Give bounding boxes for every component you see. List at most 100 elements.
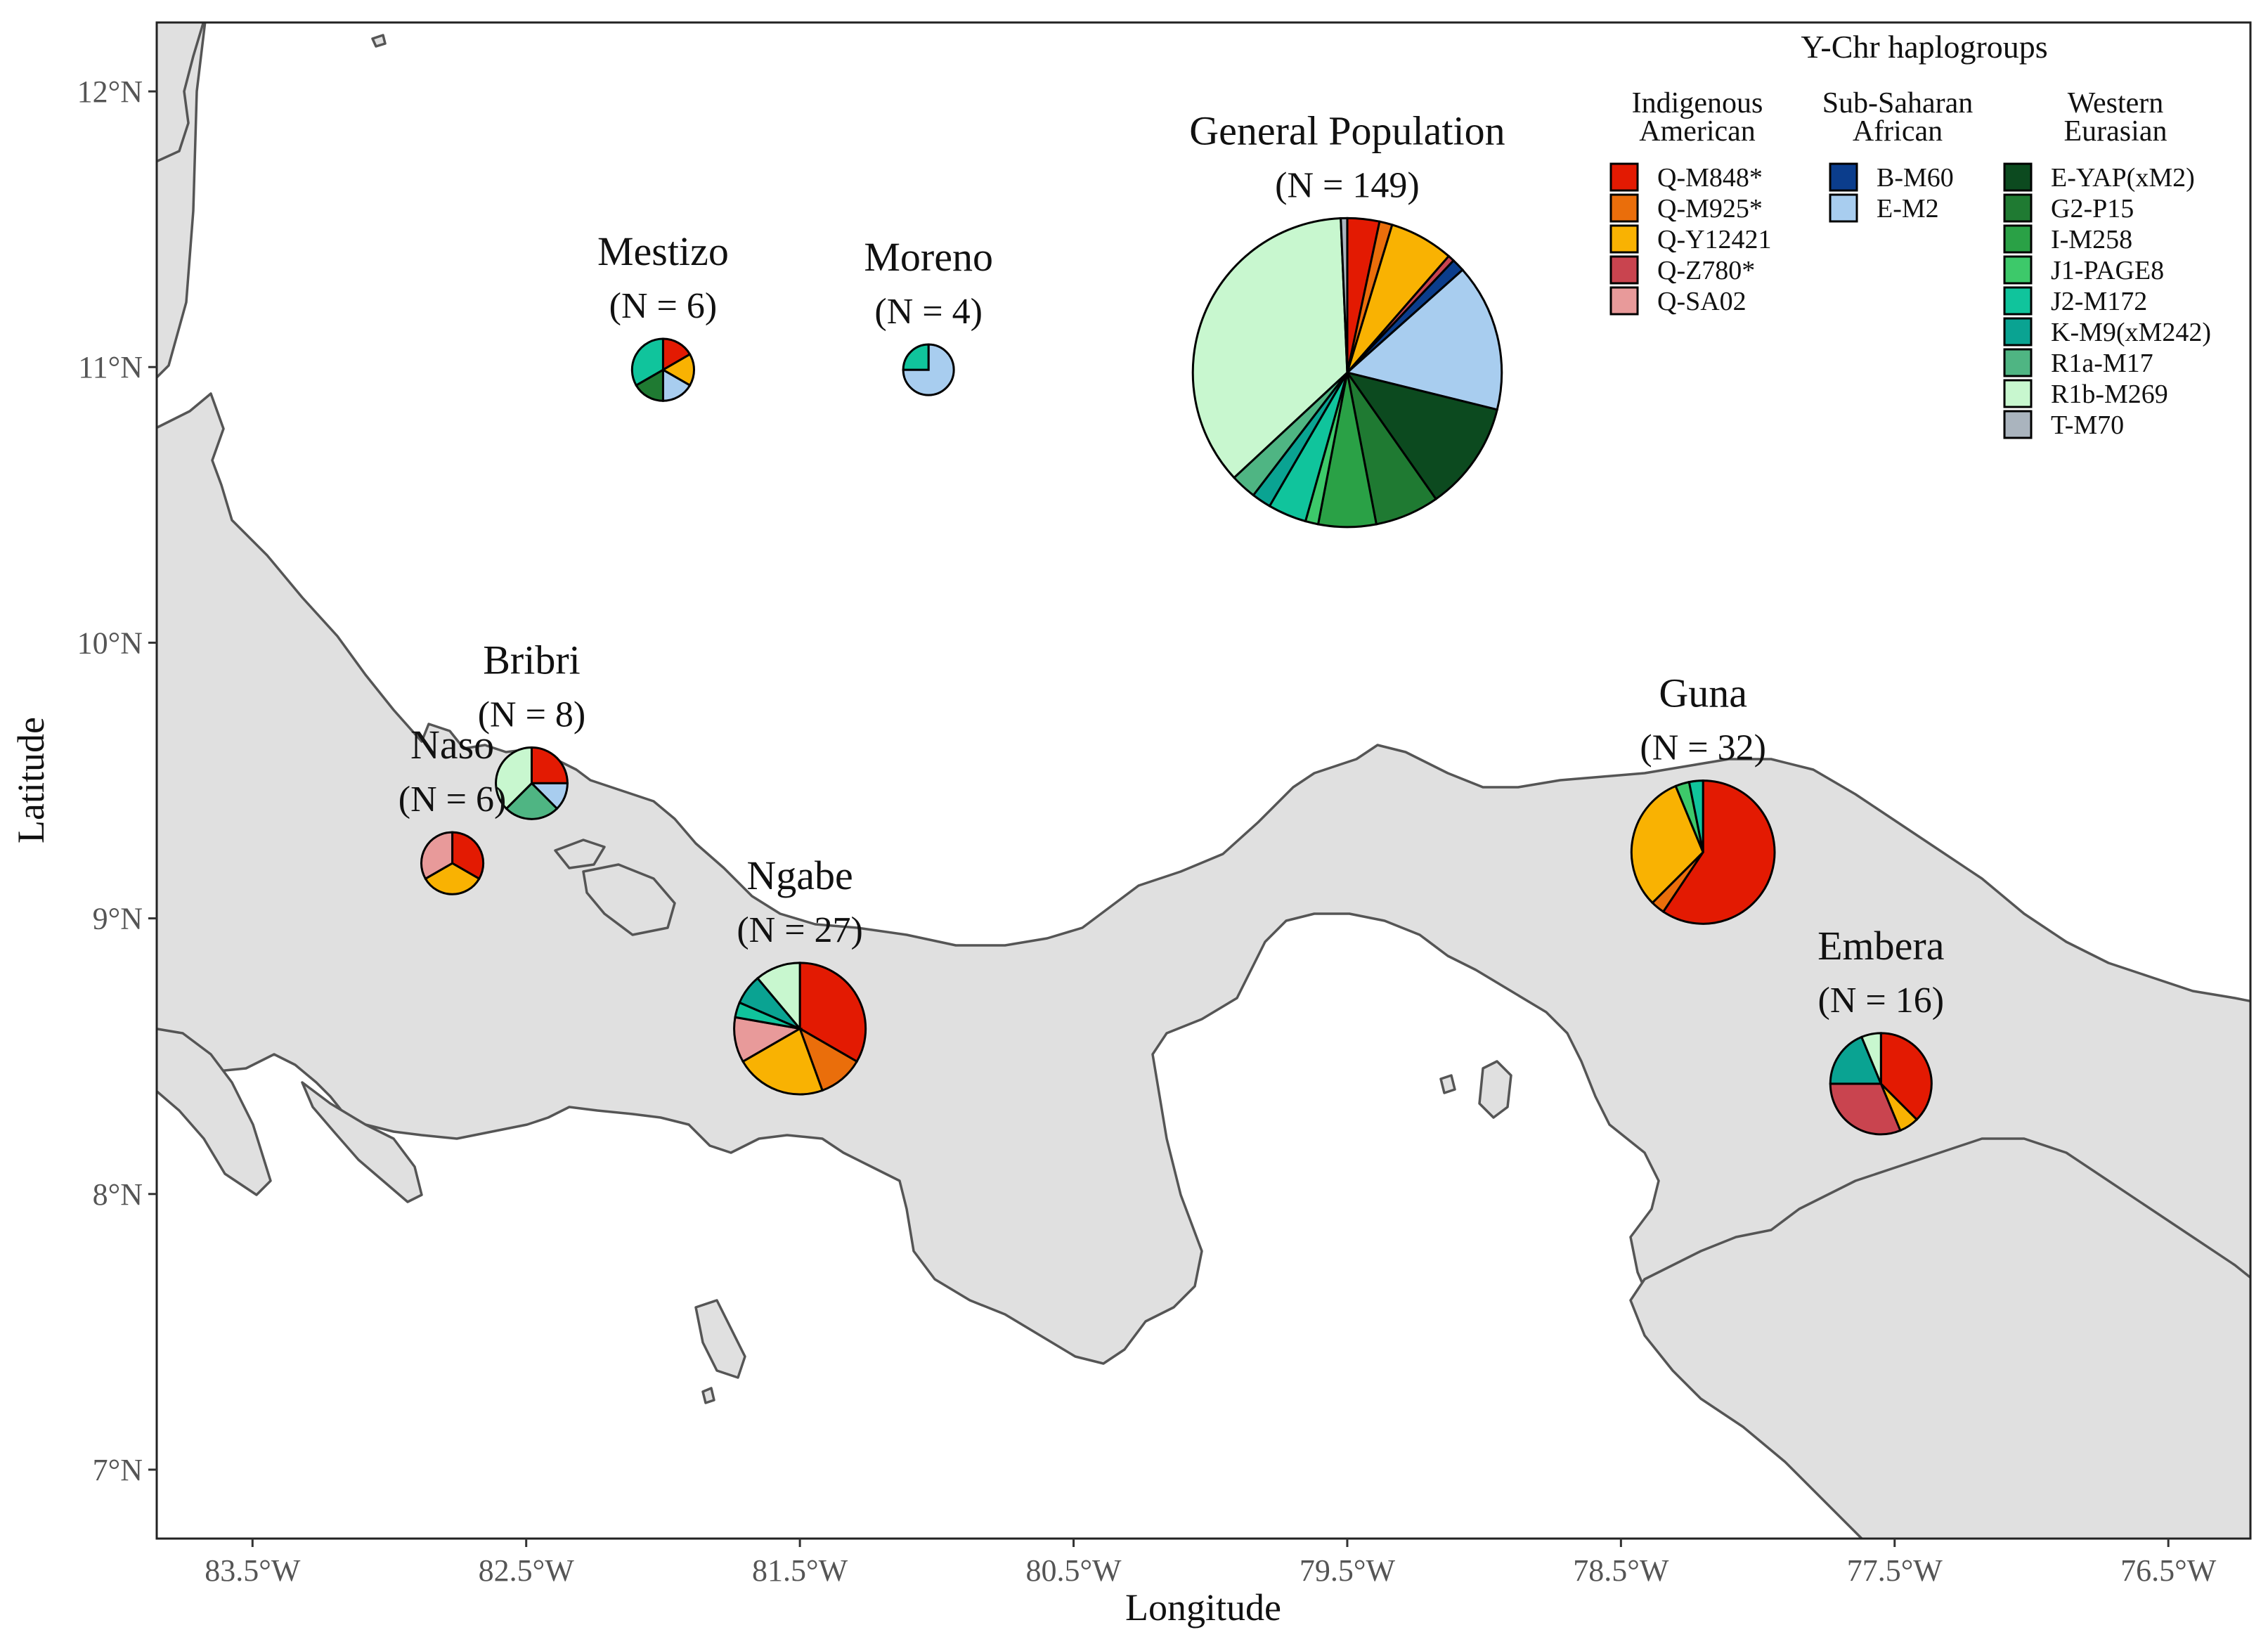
pie-slice-r1b-m269 [1191, 216, 1349, 479]
pie-slice-e-m2 [902, 343, 955, 396]
y-tick-label: 8°N [93, 1177, 143, 1212]
legend-group-title: Sub-Saharan African [1822, 87, 1974, 148]
land-nicaragua-coast [157, 22, 205, 163]
pie-slice-q-z780 [1829, 1082, 1902, 1136]
population-name: Bribri [483, 637, 581, 683]
x-tick-label: 78.5°W [1573, 1553, 1669, 1588]
population-name: General Population [1189, 108, 1505, 153]
x-tick-label: 81.5°W [752, 1553, 848, 1588]
legend-group-title: Western Eurasian [2064, 87, 2167, 148]
x-tick-label: 77.5°W [1847, 1553, 1943, 1588]
pie-slice-q-m848 [530, 746, 569, 784]
legend-label-q-z780: Q-Z780* [1657, 256, 1755, 285]
population-sample-size: (N = 16) [1818, 980, 1945, 1021]
pie-slice-q-y12421 [1630, 784, 1704, 905]
legend-label-e-yap: E-YAP(xM2) [2051, 163, 2195, 193]
legend-swatch-q-z780 [1609, 255, 1639, 285]
pie-slice-e-yap [1344, 370, 1499, 501]
pie-guna: Guna (N = 32) [1630, 671, 1776, 925]
legend-label-e-m2: E-M2 [1877, 194, 1939, 224]
population-name: Naso [410, 722, 494, 768]
land-layer [157, 22, 2250, 1539]
pie-slice-r1b-m269 [495, 746, 533, 810]
legend-swatch-q-y12421 [1609, 224, 1639, 254]
pie-slice-q-y12421 [741, 1027, 824, 1096]
pie-slice-q-m848 [1661, 779, 1776, 925]
legend-label-b-m60: B-M60 [1877, 163, 1954, 193]
island-coiba [694, 1299, 746, 1379]
pie-slice-q-sa02 [420, 831, 454, 881]
pie-slice-e-m2 [1344, 268, 1503, 411]
legend-swatch-e-yap [2003, 162, 2033, 192]
y-axis-title: Latitude [10, 717, 52, 843]
pie-slice-q-y12421 [424, 862, 481, 895]
population-sample-size: (N = 8) [478, 695, 586, 735]
pie-bribri: Bribri (N = 8) [478, 637, 586, 820]
population-name: Mestizo [597, 228, 729, 274]
population-name: Guna [1659, 671, 1747, 716]
pie-charts: General Population (N = 149) Mestizo (N = 6… [398, 108, 1945, 1136]
map-panel-border [155, 21, 2252, 1540]
legend-swatch-q-sa02 [1609, 286, 1639, 316]
legend-swatch-q-m848 [1609, 162, 1639, 192]
pie-mestizo: Mestizo (N = 6) [597, 228, 729, 402]
legend-label-q-sa02: Q-SA02 [1657, 287, 1747, 316]
y-tick-label: 11°N [78, 350, 143, 384]
population-sample-size: (N = 27) [737, 910, 863, 950]
legend-label-j2-m172: J2-M172 [2051, 287, 2147, 316]
pie-slice-j2-m172 [902, 343, 930, 371]
legend-swatch-j1-page8 [2003, 255, 2033, 285]
population-sample-size: (N = 149) [1275, 165, 1420, 205]
legend-swatch-t-m70 [2003, 410, 2033, 439]
legend-label-i-m258: I-M258 [2051, 225, 2132, 254]
island-pacific-small [1439, 1074, 1456, 1094]
x-tick-label: 79.5°W [1300, 1553, 1396, 1588]
pie-slice-r1b-m269 [756, 962, 801, 1032]
pie-slice-j2-m172 [1687, 779, 1704, 853]
pie-naso: Naso (N = 6) [398, 722, 507, 895]
legend-label-r1a-m17: R1a-M17 [2051, 349, 2153, 378]
y-tick-label: 12°N [77, 75, 143, 109]
island-bocas [554, 839, 606, 869]
legend-swatch-g2-p15 [2003, 193, 2033, 223]
legend-label-q-y12421: Q-Y12421 [1657, 225, 1772, 254]
pie-ngabe: Ngabe (N = 27) [733, 853, 867, 1096]
legend-swatch-q-m925 [1609, 193, 1639, 223]
island-escudo [582, 863, 676, 936]
legend-label-q-m925: Q-M925* [1657, 194, 1763, 224]
population-sample-size: (N = 6) [609, 286, 718, 326]
axis-ticks: 83.5°W 82.5°W 81.5°W 80.5°W 79.5°W 78.5°W 77.5… [77, 75, 2217, 1588]
legend-swatch-j2-m172 [2003, 286, 2033, 316]
legend-group-title: Indigenous American [1632, 87, 1763, 148]
land-colombia-south [1629, 1137, 2250, 1539]
legend-swatch-i-m258 [2003, 224, 2033, 254]
x-tick-label: 83.5°W [205, 1553, 301, 1588]
population-name: Embera [1817, 923, 1944, 969]
legend-label-j1-page8: J1-PAGE8 [2051, 256, 2164, 285]
island-caribbean-small [371, 34, 387, 48]
island-azuero-small [701, 1387, 715, 1404]
pie-slice-q-m848 [1879, 1032, 1933, 1121]
legend-label-g2-p15: G2-P15 [2051, 194, 2134, 224]
y-tick-label: 10°N [77, 626, 143, 660]
x-tick-label: 80.5°W [1025, 1553, 1122, 1588]
pie-general-population: General Population (N = 149) [1189, 108, 1505, 529]
legend-label-k-m9: K-M9(xM242) [2051, 318, 2211, 347]
legend-swatch-r1b-m269 [2003, 379, 2033, 408]
pie-slice-t-m70 [1340, 216, 1349, 373]
population-sample-size: (N = 32) [1640, 728, 1766, 768]
pie-slice-k-m9 [1829, 1035, 1883, 1085]
population-sample-size: (N = 6) [398, 779, 507, 820]
pie-slice-r1b-m269 [1860, 1032, 1882, 1085]
legend-label-r1b-m269: R1b-M269 [2051, 380, 2168, 409]
pie-slice-q-m848 [798, 962, 867, 1063]
legend: Y-Chr haplogroups Indigenous American Q-M84… [1609, 29, 2211, 440]
population-sample-size: (N = 4) [874, 292, 983, 332]
legend-swatch-k-m9 [2003, 317, 2033, 347]
y-tick-label: 9°N [93, 902, 143, 936]
legend-swatch-e-m2 [1829, 193, 1858, 223]
population-name: Moreno [864, 234, 993, 280]
pie-slice-r1a-m17 [505, 782, 559, 820]
pie-slice-j2-m172 [630, 337, 664, 387]
